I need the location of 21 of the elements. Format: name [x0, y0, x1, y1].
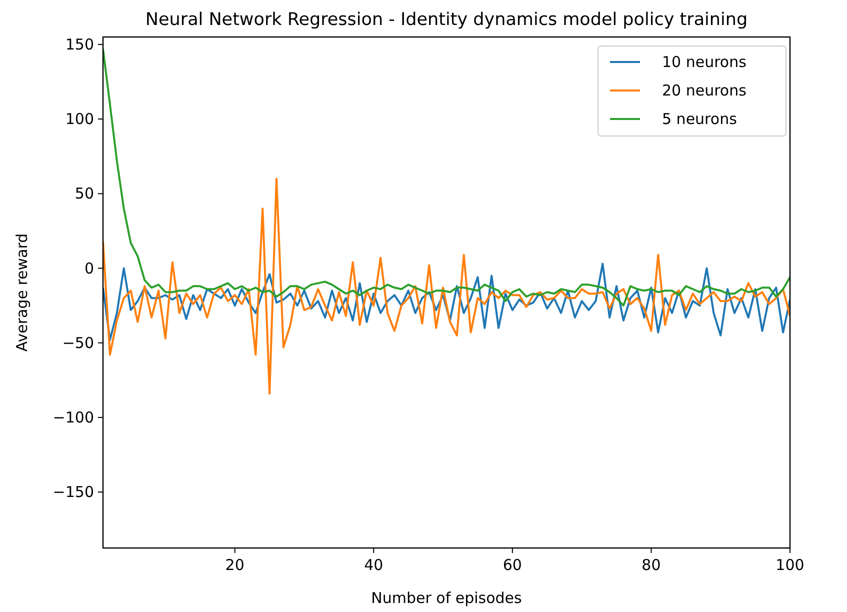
x-tick-label: 40 — [364, 556, 384, 574]
y-tick-label: 50 — [74, 184, 94, 203]
line-series — [103, 178, 790, 395]
y-axis-title: Average reward — [13, 233, 31, 352]
x-axis-title: Number of episodes — [371, 589, 522, 607]
y-tick-label: 150 — [65, 35, 94, 54]
legend-label: 10 neurons — [662, 53, 747, 71]
y-tick-label: −50 — [62, 334, 94, 352]
x-tick-label: 100 — [776, 556, 804, 574]
x-tick-label: 60 — [502, 556, 522, 574]
y-tick-label: −150 — [52, 483, 94, 502]
line-series — [103, 48, 790, 307]
line-series — [103, 262, 790, 341]
chart-title: Neural Network Regression - Identity dynamics model policy training — [145, 10, 748, 30]
legend-label: 20 neurons — [662, 82, 747, 100]
y-tick-label: 100 — [65, 110, 94, 128]
x-tick-label: 20 — [225, 556, 244, 574]
y-tick-label: −100 — [52, 408, 94, 426]
y-tick-label: 0 — [84, 259, 94, 278]
x-tick-label: 80 — [642, 556, 661, 574]
legend-label: 5 neurons — [662, 110, 738, 128]
